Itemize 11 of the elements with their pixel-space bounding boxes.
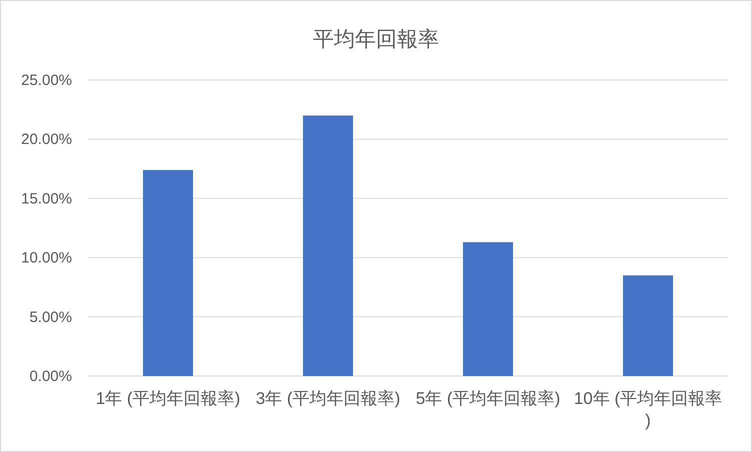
xtick-label: 5年 (平均年回報率)	[416, 389, 560, 408]
ytick-label: 25.00%	[21, 72, 72, 89]
title: 平均年回報率	[313, 28, 439, 51]
ytick-label: 0.00%	[29, 368, 72, 385]
ytick-label: 10.00%	[21, 250, 72, 267]
xtick-label: 10年 (平均年回報率)	[574, 389, 722, 430]
ytick-label: 20.00%	[21, 131, 72, 148]
ytick-label: 15.00%	[21, 190, 72, 208]
ytick-label: 5.00%	[29, 308, 72, 326]
xtick-label: 3年 (平均年回報率)	[256, 389, 400, 408]
xtick-label: 1年 (平均年回報率)	[96, 389, 240, 408]
